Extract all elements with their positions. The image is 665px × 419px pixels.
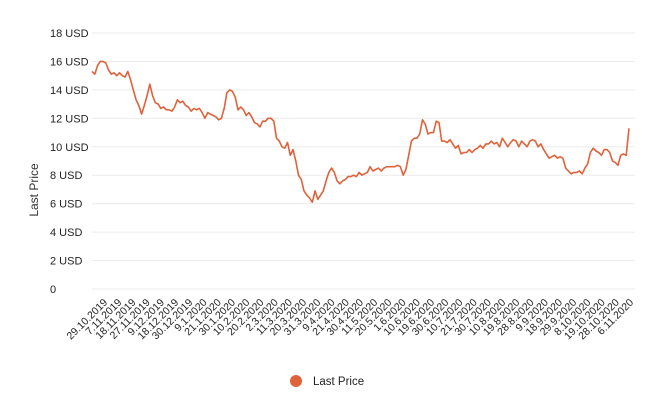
y-tick-label: 12 USD xyxy=(50,113,89,125)
series-line-last-price xyxy=(91,60,630,203)
legend-label: Last Price xyxy=(313,376,364,388)
y-tick-label: 16 USD xyxy=(50,56,89,68)
y-tick-label: 4 USD xyxy=(50,227,82,239)
y-tick-label: 2 USD xyxy=(50,256,82,268)
x-axis-ticks: 29.10.20197.11.201918.11.201927.11.20199… xyxy=(64,297,636,343)
legend-marker-icon xyxy=(290,375,302,387)
y-tick-label: 6 USD xyxy=(50,199,82,211)
series-group xyxy=(91,60,630,203)
y-tick-label: 8 USD xyxy=(50,170,82,182)
y-axis-label: Last Price xyxy=(27,163,41,217)
y-tick-label: 10 USD xyxy=(50,142,89,154)
legend[interactable]: Last Price xyxy=(290,375,364,388)
y-axis-ticks: 0 2 USD 4 USD 6 USD 8 USD 10 USD 12 USD 14 USD 1… xyxy=(50,28,89,296)
y-tick-label: 14 USD xyxy=(50,85,89,97)
y-tick-label: 0 xyxy=(50,284,56,296)
gridlines xyxy=(92,32,635,290)
y-tick-label: 18 USD xyxy=(50,28,89,40)
